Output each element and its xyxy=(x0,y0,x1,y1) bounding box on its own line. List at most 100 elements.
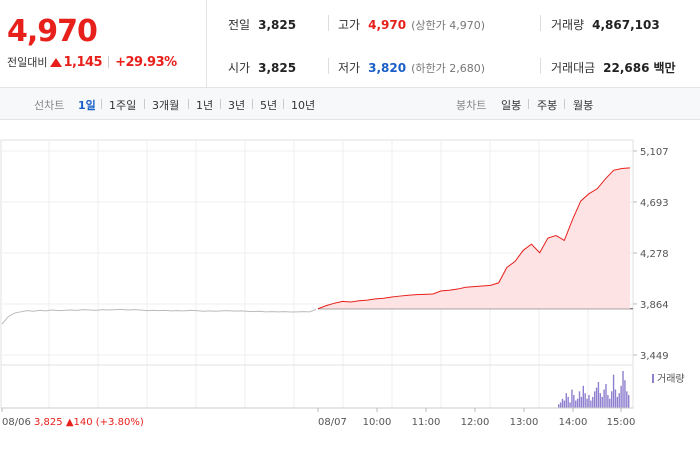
x-tick-label: 14:00 xyxy=(559,417,588,428)
volume-bar xyxy=(622,371,624,408)
volume-bar xyxy=(575,400,577,408)
stat-value: 22,686 xyxy=(603,60,650,75)
x-tick-label: 15:00 xyxy=(607,417,636,428)
stat-label: 고가 xyxy=(338,18,361,32)
tab-3m[interactable]: 3개월 xyxy=(152,99,180,112)
x-tick-label: 12:00 xyxy=(461,417,490,428)
change-row: 전일대비 1,145 +29.93% xyxy=(7,54,177,70)
y-tick-label: 4,278 xyxy=(640,249,669,260)
volume-bar xyxy=(588,395,590,408)
volume-bar xyxy=(582,385,584,408)
volume-bar xyxy=(559,402,562,408)
x-tick-label: 10:00 xyxy=(363,417,392,428)
y-tick-label: 5,107 xyxy=(640,147,669,158)
y-tick-label: 3,449 xyxy=(640,351,669,362)
stat-value: 3,825 xyxy=(258,60,297,75)
volume-bar xyxy=(565,393,567,408)
volume-bar xyxy=(590,400,592,408)
volume-bar xyxy=(597,382,600,408)
prev-close-value: 3,825 xyxy=(34,417,66,428)
volume-bar xyxy=(561,398,564,408)
divider xyxy=(101,99,102,109)
prev-day-info: 08/06 3,825 ▲140 (+3.80%) xyxy=(2,417,144,428)
volume-bar xyxy=(624,380,626,408)
volume-bar xyxy=(586,398,588,408)
volume-bar xyxy=(584,393,586,408)
prev-change-value: ▲140 xyxy=(66,417,96,428)
stat-label: 거래대금 xyxy=(551,61,596,75)
stat-volume: 거래량 4,867,103 xyxy=(551,16,660,33)
volume-bar xyxy=(628,395,630,408)
volume-bar xyxy=(592,396,594,408)
tab-10y[interactable]: 10년 xyxy=(291,99,316,112)
stat-label: 전일 xyxy=(228,18,251,32)
volume-bar xyxy=(571,389,573,408)
tab-weekly[interactable]: 주봉 xyxy=(537,99,558,112)
up-arrow-icon xyxy=(50,57,63,67)
volume-bar xyxy=(580,396,583,408)
volume-bar xyxy=(614,389,617,408)
stat-value: 4,867,103 xyxy=(592,17,660,32)
today-line xyxy=(317,167,631,310)
stat-prev-close: 전일 3,825 xyxy=(228,16,296,33)
volume-bar xyxy=(620,385,622,408)
volume-bar xyxy=(616,396,619,408)
candle-chart-label: 봉차트 xyxy=(456,99,487,112)
volume-legend-swatch xyxy=(652,374,654,383)
x-tick-label: 08/07 xyxy=(318,417,347,428)
volume-bar xyxy=(558,404,560,408)
divider xyxy=(144,99,145,109)
price-box: 4,970 전일대비 1,145 +29.93% xyxy=(0,0,207,88)
lower-limit: (하한가 2,680) xyxy=(411,61,485,75)
y-tick-label: 4,693 xyxy=(640,198,669,209)
tab-5y[interactable]: 5년 xyxy=(260,99,278,112)
volume-bar xyxy=(599,393,602,408)
volume-legend-label: 거래량 xyxy=(657,373,685,385)
volume-bar xyxy=(563,400,566,408)
divider xyxy=(220,99,221,109)
volume-bar xyxy=(567,396,569,408)
volume-bar xyxy=(605,383,607,408)
divider xyxy=(328,15,329,31)
stat-value: 3,820 xyxy=(368,60,407,75)
divider xyxy=(283,99,284,109)
stat-value: 3,825 xyxy=(258,17,297,32)
volume-bar xyxy=(573,395,575,408)
tab-1y[interactable]: 1년 xyxy=(196,99,214,112)
line-chart-label: 선차트 xyxy=(34,99,65,112)
stat-label: 거래량 xyxy=(551,18,585,32)
volume-bar xyxy=(626,391,628,408)
stat-amount: 거래대금 22,686 백만 xyxy=(551,59,676,76)
volume-bar xyxy=(578,391,581,408)
volume-bar xyxy=(576,398,579,408)
volume-bar xyxy=(601,396,603,408)
divider xyxy=(328,58,329,74)
tab-monthly[interactable]: 월봉 xyxy=(573,99,594,112)
x-tick-label: 13:00 xyxy=(510,417,539,428)
prev-change-rate: (+3.80%) xyxy=(96,417,144,428)
stat-high: 고가 4,970 (상한가 4,970) xyxy=(338,16,485,33)
stat-value: 4,970 xyxy=(368,17,407,32)
divider xyxy=(540,58,541,74)
divider xyxy=(188,99,189,109)
divider xyxy=(528,99,529,109)
change-rate: +29.93% xyxy=(115,54,177,70)
volume-bar xyxy=(610,391,613,408)
stat-label: 시가 xyxy=(228,61,251,75)
prev-day-line xyxy=(1,308,317,325)
tab-1d[interactable]: 1일 xyxy=(78,99,96,112)
x-tick-label: 11:00 xyxy=(412,417,441,428)
tab-3y[interactable]: 3년 xyxy=(228,99,246,112)
tab-1w[interactable]: 1주일 xyxy=(109,99,137,112)
y-tick-label: 3,864 xyxy=(640,300,669,311)
current-price: 4,970 xyxy=(7,14,98,49)
volume-bar xyxy=(595,387,598,408)
volume-bar xyxy=(607,395,609,408)
volume-bar xyxy=(603,389,605,408)
price-chart[interactable]: 5,107 4,693 4,278 3,864 3,449 거래량 08/07 10:00 11… xyxy=(0,120,700,450)
today-area xyxy=(318,167,630,309)
tab-daily[interactable]: 일봉 xyxy=(501,99,522,112)
stat-unit: 백만 xyxy=(653,61,676,75)
volume-bar xyxy=(618,393,620,408)
